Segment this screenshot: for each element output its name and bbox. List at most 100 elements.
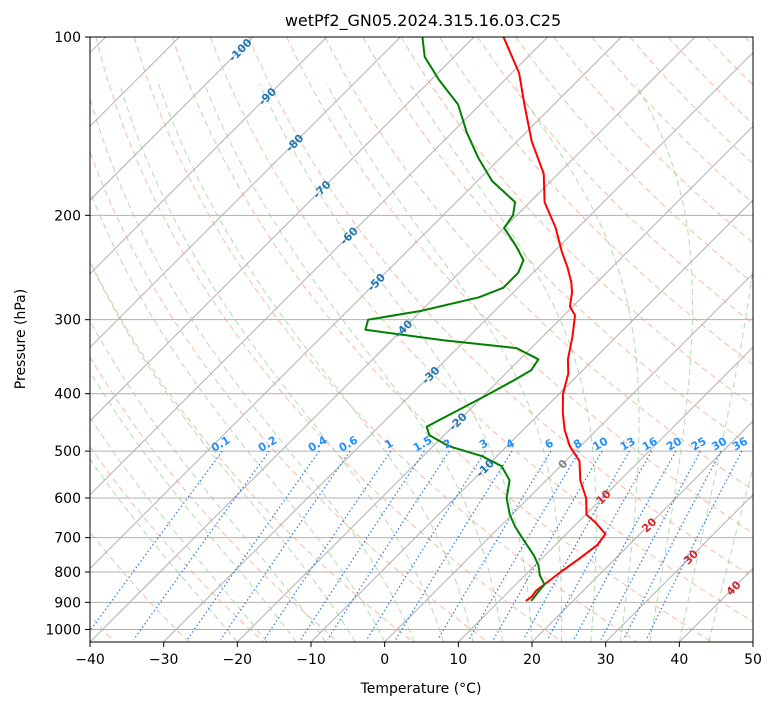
moist-adiabat-line	[409, 83, 597, 642]
x-tick-label: 20	[523, 652, 541, 668]
x-axis-ticks: −40 −30 −20 −10 0 10 20 30 40 50	[75, 642, 762, 668]
mixing-ratio-line	[437, 450, 552, 640]
moist-adiabat-line	[326, 83, 563, 642]
y-tick-label: 400	[54, 387, 81, 403]
y-tick-label: 300	[54, 313, 81, 329]
isotherm-line	[163, 51, 753, 642]
y-axis-ticks: 100 200 300 400 500 600 700 800 900 1000	[45, 30, 90, 638]
dry-adiabat-line	[438, 37, 753, 366]
isotherm-line	[90, 37, 475, 422]
isotherm-line	[605, 493, 753, 642]
dry-adiabat-line	[90, 259, 414, 642]
x-axis-label: Temperature (°C)	[360, 681, 482, 697]
dry-adiabat-line	[171, 37, 712, 642]
dry-adiabat-line	[591, 37, 753, 204]
isotherm-line	[90, 37, 401, 349]
moist-adiabat-line	[204, 83, 503, 642]
mixing-ratio-line	[186, 450, 320, 640]
isotherm-label: -100	[226, 36, 255, 65]
isotherm-label: -80	[283, 131, 306, 154]
isotherm-line	[457, 346, 753, 642]
x-tick-label: 10	[449, 652, 467, 668]
isotherm-line	[752, 641, 753, 642]
moist-adiabat-line	[708, 465, 753, 642]
plot-frame	[89, 36, 754, 643]
grid-lines	[90, 37, 753, 642]
chart-title: wetPf2_GN05.2024.315.16.03.C25	[285, 11, 561, 31]
mixing-ratio-line	[493, 450, 603, 640]
dry-adiabat-line	[248, 37, 753, 578]
mixing-ratio-line	[220, 450, 351, 640]
x-tick-label: 40	[670, 652, 688, 668]
isopleth-labels: 0.1 0.2 0.4 0.6 1 1.5 2 3 4 6 8 10 13 16 20 25 30 36-100-…	[209, 36, 750, 598]
dry-adiabat-line	[133, 37, 638, 642]
x-tick-label: −20	[223, 652, 253, 668]
mixing-ratio-line	[133, 450, 270, 640]
y-tick-label: 700	[54, 531, 81, 547]
dry-adiabat-line	[744, 37, 753, 47]
moist-adiabat-line	[512, 83, 640, 642]
y-axis-label: Pressure (hPa)	[13, 289, 29, 389]
moist-adiabat-line	[90, 96, 415, 642]
dewpoint-profile-line	[364, 37, 546, 602]
moist-adiabat-line	[90, 458, 238, 642]
dry-adiabat-line	[90, 531, 190, 642]
mixing-ratio-line	[327, 450, 450, 640]
isotherm-line	[90, 37, 254, 201]
mixing-ratio-line	[468, 450, 580, 640]
mixing-ratio-label: 6	[543, 436, 556, 451]
dry-adiabat-line	[210, 37, 753, 623]
isotherm-label: -90	[256, 85, 279, 108]
y-tick-label: 1000	[45, 622, 81, 638]
mixing-ratio-line	[547, 450, 653, 640]
mixing-ratio-label: 2	[441, 437, 454, 452]
moist-adiabat-line	[90, 189, 386, 642]
mixing-ratio-line	[622, 450, 722, 640]
x-tick-label: −30	[149, 652, 179, 668]
moist-adiabat-line	[90, 319, 327, 642]
moist-adiabat-line	[90, 370, 297, 642]
temperature-profile-line	[502, 37, 607, 602]
x-tick-label: −40	[75, 652, 105, 668]
mixing-ratio-line	[300, 450, 425, 640]
dry-adiabat-line	[90, 445, 264, 642]
mixing-ratio-label: 4	[504, 436, 517, 451]
mixing-ratio-line	[645, 450, 743, 640]
mixing-ratio-line	[366, 450, 486, 640]
dry-adiabat-line	[90, 150, 488, 642]
dry-adiabat-line	[553, 37, 753, 244]
isotherm-line	[531, 420, 753, 642]
x-tick-label: 30	[597, 652, 615, 668]
moist-adiabat-line	[158, 83, 474, 642]
series-lines	[364, 37, 607, 602]
y-tick-label: 800	[54, 565, 81, 581]
y-tick-label: 900	[54, 595, 81, 611]
mixing-ratio-line	[395, 450, 513, 640]
y-tick-label: 600	[54, 491, 81, 507]
moist-adiabat-line	[119, 83, 445, 642]
moist-adiabat-line	[635, 83, 693, 642]
dry-adiabat-line	[90, 356, 339, 642]
mixing-ratio-line	[573, 450, 677, 640]
mixing-ratio-line	[522, 450, 631, 640]
dry-adiabat-line	[668, 37, 753, 125]
mixing-ratio-line	[90, 450, 223, 632]
x-tick-label: 0	[380, 652, 389, 668]
y-tick-label: 100	[54, 30, 81, 46]
dry-adiabat-line	[286, 37, 753, 534]
isotherm-line	[90, 37, 549, 496]
y-tick-label: 500	[54, 444, 81, 460]
isotherm-line	[236, 125, 753, 642]
moist-adiabat-line	[90, 416, 268, 642]
isotherm-line	[90, 37, 622, 570]
x-tick-label: −10	[296, 652, 326, 668]
y-tick-label: 200	[54, 208, 81, 224]
x-tick-label: 50	[744, 652, 762, 668]
isotherm-line	[90, 37, 696, 642]
moist-adiabat-line	[678, 83, 753, 642]
moist-adiabat-line	[90, 260, 356, 642]
dry-adiabat-line	[706, 37, 753, 86]
mixing-ratio-line	[263, 450, 392, 640]
isotherm-line	[384, 272, 753, 642]
